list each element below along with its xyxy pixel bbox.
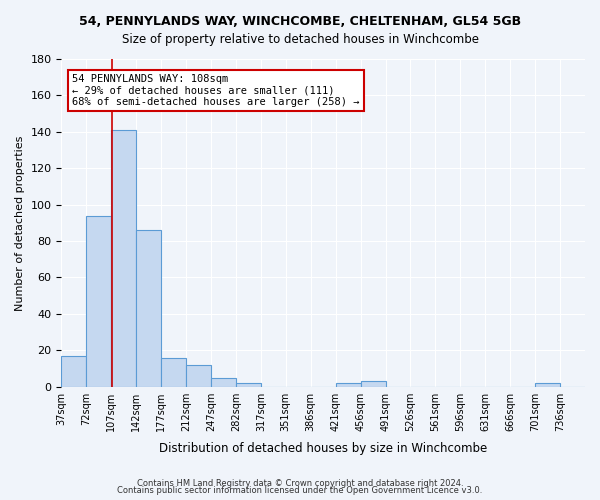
Text: 54 PENNYLANDS WAY: 108sqm
← 29% of detached houses are smaller (111)
68% of semi: 54 PENNYLANDS WAY: 108sqm ← 29% of detac… <box>72 74 359 107</box>
Bar <box>161 358 186 386</box>
Text: Contains public sector information licensed under the Open Government Licence v3: Contains public sector information licen… <box>118 486 482 495</box>
Bar <box>236 383 261 386</box>
Bar <box>61 356 86 386</box>
Bar <box>111 130 136 386</box>
X-axis label: Distribution of detached houses by size in Winchcombe: Distribution of detached houses by size … <box>159 442 487 455</box>
Bar <box>335 383 361 386</box>
Bar <box>186 365 211 386</box>
Bar <box>535 383 560 386</box>
Bar <box>211 378 236 386</box>
Bar <box>136 230 161 386</box>
Text: Size of property relative to detached houses in Winchcombe: Size of property relative to detached ho… <box>121 32 479 46</box>
Text: Contains HM Land Registry data © Crown copyright and database right 2024.: Contains HM Land Registry data © Crown c… <box>137 478 463 488</box>
Y-axis label: Number of detached properties: Number of detached properties <box>15 135 25 310</box>
Text: 54, PENNYLANDS WAY, WINCHCOMBE, CHELTENHAM, GL54 5GB: 54, PENNYLANDS WAY, WINCHCOMBE, CHELTENH… <box>79 15 521 28</box>
Bar <box>361 381 386 386</box>
Bar <box>86 216 111 386</box>
